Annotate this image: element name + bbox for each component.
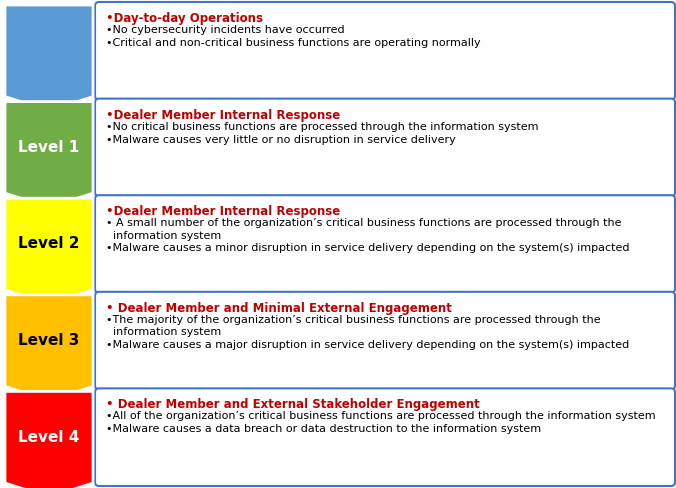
Polygon shape [5,391,93,488]
Polygon shape [5,102,93,207]
Text: •Day-to-day Operations: •Day-to-day Operations [106,12,263,25]
Text: • Dealer Member and Minimal External Engagement: • Dealer Member and Minimal External Eng… [106,302,452,315]
FancyBboxPatch shape [95,99,675,196]
FancyBboxPatch shape [95,388,675,486]
Text: •All of the organization’s critical business functions are processed through the: •All of the organization’s critical busi… [106,411,656,422]
FancyBboxPatch shape [95,2,675,100]
FancyBboxPatch shape [95,292,675,389]
Text: Level 2: Level 2 [18,237,80,251]
Text: •Malware causes very little or no disruption in service delivery: •Malware causes very little or no disrup… [106,135,456,144]
Text: • A small number of the organization’s critical business functions are processed: • A small number of the organization’s c… [106,218,621,241]
Text: •Dealer Member Internal Response: •Dealer Member Internal Response [106,109,340,122]
Text: •Malware causes a data breach or data destruction to the information system: •Malware causes a data breach or data de… [106,425,541,434]
Polygon shape [5,295,93,400]
Polygon shape [5,198,93,304]
Text: •Malware causes a minor disruption in service delivery depending on the system(s: •Malware causes a minor disruption in se… [106,243,629,253]
Text: •Dealer Member Internal Response: •Dealer Member Internal Response [106,205,340,218]
Text: Level 4: Level 4 [18,430,80,445]
Text: •No cybersecurity incidents have occurred: •No cybersecurity incidents have occurre… [106,25,345,35]
Text: Level 1: Level 1 [18,140,80,155]
Polygon shape [5,5,93,111]
Text: •Malware causes a major disruption in service delivery depending on the system(s: •Malware causes a major disruption in se… [106,340,629,350]
Text: • Dealer Member and External Stakeholder Engagement: • Dealer Member and External Stakeholder… [106,398,480,411]
Text: •The majority of the organization’s critical business functions are processed th: •The majority of the organization’s crit… [106,315,600,337]
FancyBboxPatch shape [95,195,675,293]
Text: •Critical and non-critical business functions are operating normally: •Critical and non-critical business func… [106,38,481,48]
Text: Level 3: Level 3 [18,333,80,348]
Text: •No critical business functions are processed through the information system: •No critical business functions are proc… [106,122,539,132]
